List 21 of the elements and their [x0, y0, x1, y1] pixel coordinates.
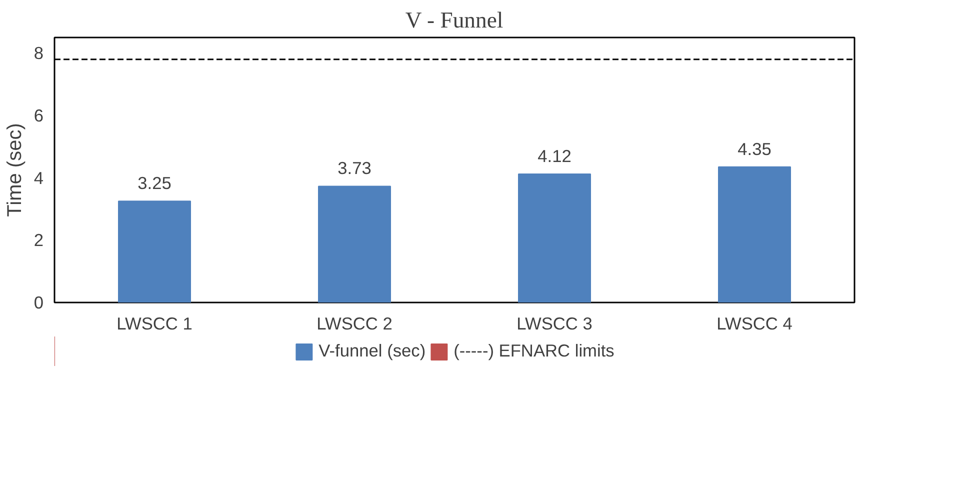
bar	[118, 200, 191, 302]
x-tick-label: LWSCC 2	[316, 314, 392, 334]
chart-title: V - Funnel	[405, 8, 504, 32]
y-axis-title: Time (sec)	[4, 123, 26, 217]
y-tick-label: 2	[34, 230, 44, 250]
y-tick-label: 6	[34, 105, 44, 126]
x-tick-label: LWSCC 1	[116, 314, 192, 334]
data-label: 4.35	[738, 138, 772, 159]
legend-label: (-----) EFNARC limits	[454, 340, 614, 362]
bar	[518, 174, 591, 302]
legend-label: V-funnel (sec)	[318, 340, 426, 362]
data-label: 4.12	[538, 146, 572, 166]
data-label: 3.25	[138, 173, 172, 194]
data-label: 3.73	[338, 158, 372, 178]
y-tick-label: 8	[34, 43, 44, 64]
x-tick-label: LWSCC 4	[716, 314, 793, 334]
bar	[718, 166, 791, 302]
y-tick-label: 4	[34, 168, 44, 188]
x-tick-label: LWSCC 3	[516, 314, 592, 334]
bar	[318, 186, 391, 302]
y-tick-label: 0	[34, 292, 44, 312]
